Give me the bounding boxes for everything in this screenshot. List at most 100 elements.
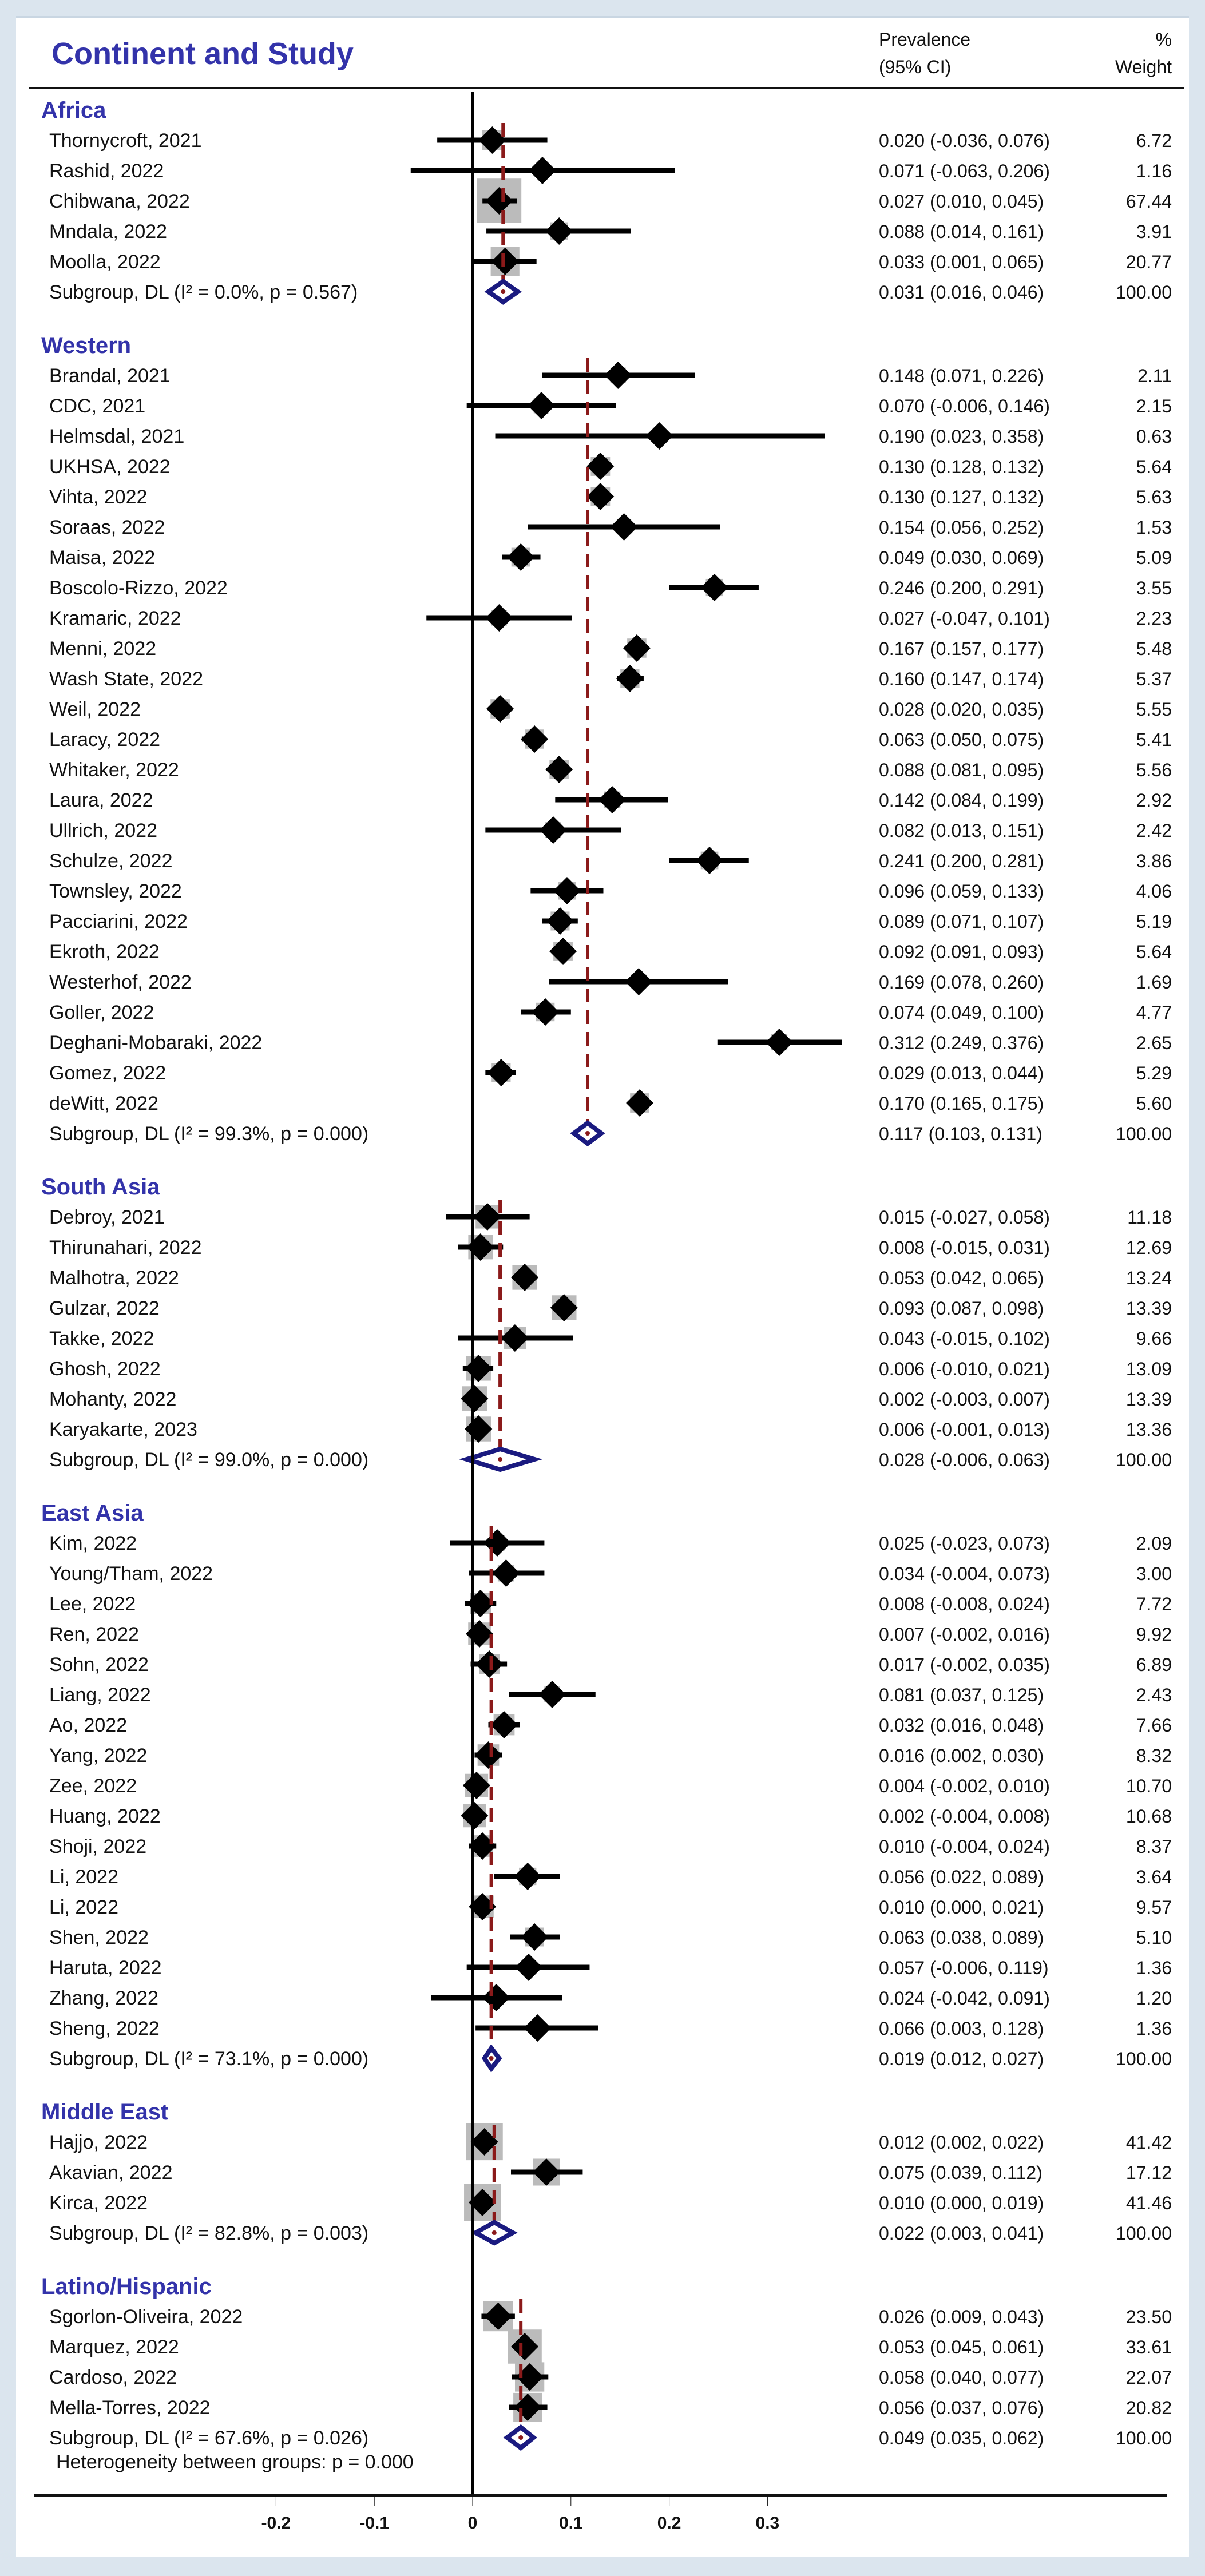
estimate-ci-value: 0.010 (-0.004, 0.024) (879, 1836, 1050, 1857)
subgroup-label: Subgroup, DL (I² = 0.0%, p = 0.567) (49, 281, 358, 303)
study-label: Ullrich, 2022 (49, 820, 157, 842)
study-label: Karyakarte, 2023 (49, 1419, 197, 1440)
study-label: Lee, 2022 (49, 1593, 136, 1615)
estimate-ci-value: 0.057 (-0.006, 0.119) (879, 1958, 1049, 1978)
weight-value: 1.20 (1136, 1988, 1172, 2009)
estimate-ci-value: 0.010 (0.000, 0.021) (879, 1897, 1044, 1918)
weight-value: 1.53 (1136, 517, 1172, 538)
subgroup-weight: 100.00 (1116, 2428, 1172, 2448)
weight-value: 7.72 (1136, 1594, 1172, 1614)
estimate-ci-value: 0.032 (0.016, 0.048) (879, 1715, 1044, 1736)
group-label: Latino/Hispanic (41, 2274, 212, 2299)
point-estimate (482, 1984, 510, 2011)
study-label: Maisa, 2022 (49, 547, 155, 569)
weight-value: 8.37 (1136, 1836, 1172, 1857)
point-estimate (501, 1324, 529, 1352)
x-tick-label: -0.1 (359, 2514, 389, 2533)
estimate-ci-value: 0.017 (-0.002, 0.035) (879, 1654, 1050, 1675)
estimate-ci-value: 0.002 (-0.003, 0.007) (879, 1389, 1050, 1410)
weight-value: 4.06 (1136, 881, 1172, 902)
study-label: Helmsdal, 2021 (49, 426, 184, 447)
x-tick-label: 0.3 (756, 2514, 780, 2533)
weight-value: 13.24 (1126, 1268, 1172, 1288)
subgroup-center-dot (585, 1131, 590, 1136)
subgroup-label: Subgroup, DL (I² = 67.6%, p = 0.026) (49, 2427, 368, 2449)
weight-value: 5.63 (1136, 487, 1172, 507)
point-estimate (478, 126, 506, 154)
subgroup-estimate-ci: 0.028 (-0.006, 0.063) (879, 1450, 1050, 1470)
forest-rows: Africa Thornycroft, 2021 0.020 (-0.036, 0.… (41, 92, 1172, 2494)
weight-value: 9.57 (1136, 1897, 1172, 1918)
x-tick-label: 0.1 (559, 2514, 583, 2533)
study-label: Mndala, 2022 (49, 221, 167, 243)
weight-value: 3.91 (1136, 221, 1172, 242)
study-label: Kim, 2022 (49, 1533, 137, 1554)
point-estimate (507, 543, 535, 571)
weight-value: 5.29 (1136, 1063, 1172, 1083)
point-estimate (487, 1059, 515, 1086)
estimate-ci-value: 0.190 (0.023, 0.358) (879, 426, 1044, 447)
estimate-ci-value: 0.008 (-0.015, 0.031) (879, 1237, 1050, 1258)
study-label: Schulze, 2022 (49, 850, 173, 872)
study-label: Wash State, 2022 (49, 668, 203, 690)
estimate-ci-value: 0.075 (0.039, 0.112) (879, 2162, 1043, 2183)
estimate-ci-value: 0.063 (0.050, 0.075) (879, 729, 1044, 750)
study-label: Akavian, 2022 (49, 2162, 173, 2184)
point-estimate (462, 1772, 490, 1799)
group-label: Western (41, 333, 131, 358)
estimate-ci-value: 0.089 (0.071, 0.107) (879, 911, 1044, 932)
subgroup-label: Subgroup, DL (I² = 99.3%, p = 0.000) (49, 1123, 368, 1145)
estimate-ci-value: 0.093 (0.087, 0.098) (879, 1298, 1044, 1319)
point-estimate (553, 877, 581, 904)
study-label: Ao, 2022 (49, 1714, 127, 1736)
point-estimate (539, 816, 567, 844)
weight-value: 13.39 (1126, 1389, 1172, 1410)
study-label: Yang, 2022 (49, 1745, 147, 1767)
weight-value: 2.42 (1136, 820, 1172, 841)
subgroup-weight: 100.00 (1116, 1450, 1172, 1470)
subgroup-center-dot (489, 2056, 494, 2061)
estimate-ci-value: 0.154 (0.056, 0.252) (879, 517, 1044, 538)
point-estimate (549, 938, 577, 965)
study-label: Takke, 2022 (49, 1328, 154, 1349)
estimate-ci-value: 0.015 (-0.027, 0.058) (879, 1207, 1050, 1228)
x-tick-label: -0.2 (261, 2514, 291, 2533)
weight-value: 1.36 (1136, 2018, 1172, 2039)
study-label: Kramaric, 2022 (49, 608, 181, 629)
weight-value: 13.39 (1126, 1298, 1172, 1319)
point-estimate (492, 1559, 520, 1587)
point-estimate (545, 756, 573, 783)
estimate-ci-value: 0.148 (0.071, 0.226) (879, 366, 1044, 386)
point-estimate (528, 392, 556, 419)
weight-value: 10.70 (1126, 1776, 1172, 1796)
study-label: Boscolo-Rizzo, 2022 (49, 577, 228, 599)
weight-value: 5.09 (1136, 547, 1172, 568)
study-label: Debroy, 2021 (49, 1206, 165, 1228)
estimate-ci-value: 0.024 (-0.042, 0.091) (879, 1988, 1050, 2009)
weight-value: 5.41 (1136, 729, 1172, 750)
weight-value: 5.55 (1136, 699, 1172, 720)
study-label: Vihta, 2022 (49, 486, 147, 508)
point-estimate (766, 1029, 794, 1056)
estimate-ci-value: 0.010 (0.000, 0.019) (879, 2193, 1044, 2213)
study-label: Moolla, 2022 (49, 251, 161, 273)
estimate-ci-value: 0.088 (0.081, 0.095) (879, 760, 1044, 780)
weight-value: 5.64 (1136, 942, 1172, 962)
study-label: Zhang, 2022 (49, 1987, 158, 2009)
point-estimate (610, 513, 638, 541)
point-estimate (461, 1802, 489, 1829)
point-estimate (469, 1893, 497, 1920)
point-estimate (604, 362, 632, 389)
weight-value: 20.77 (1126, 252, 1172, 272)
study-label: Huang, 2022 (49, 1805, 161, 1827)
study-label: Ekroth, 2022 (49, 941, 160, 963)
point-estimate (485, 187, 513, 215)
weight-value: 5.48 (1136, 638, 1172, 659)
point-estimate (623, 634, 651, 662)
point-estimate (484, 2303, 512, 2330)
weight-value: 17.12 (1126, 2162, 1172, 2183)
subgroup-estimate-ci: 0.049 (0.035, 0.062) (879, 2428, 1044, 2448)
study-label: Westerhof, 2022 (49, 971, 192, 993)
study-label: Ghosh, 2022 (49, 1358, 161, 1380)
estimate-ci-value: 0.006 (-0.010, 0.021) (879, 1359, 1050, 1379)
